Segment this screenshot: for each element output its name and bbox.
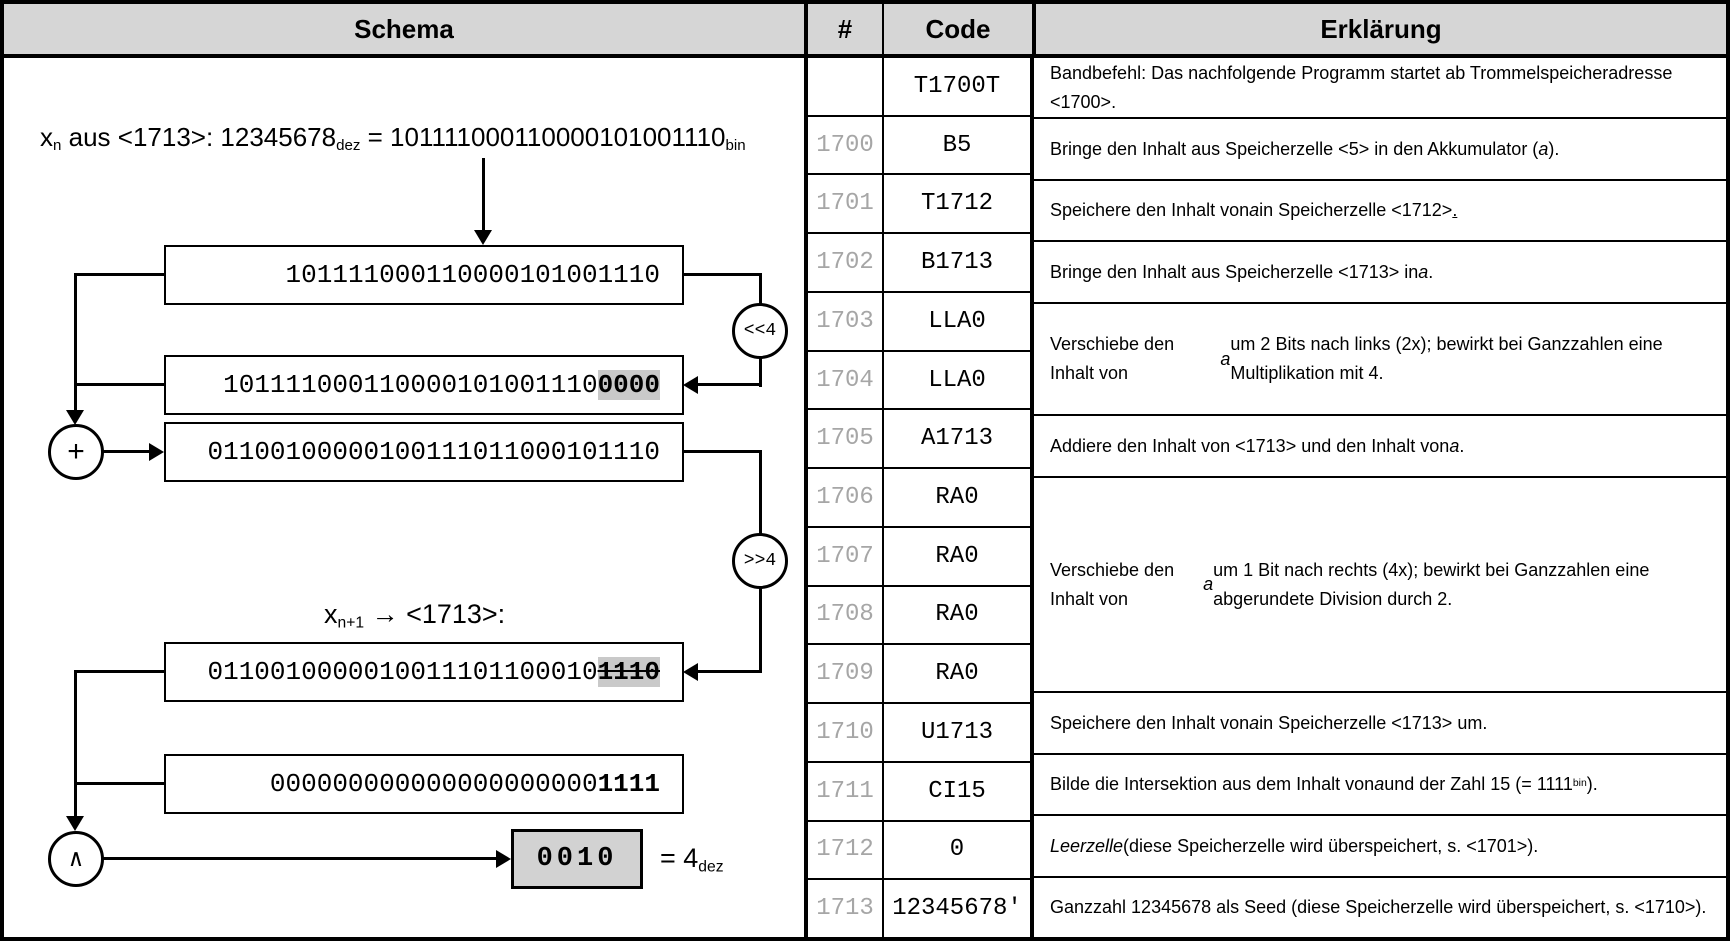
result-equals-label: = 4dez bbox=[660, 843, 724, 876]
explanation-cell: Bandbefehl: Das nachfolgende Programm st… bbox=[1034, 58, 1726, 120]
address-cell: 1708 bbox=[808, 587, 882, 646]
code-cell: B1713 bbox=[884, 234, 1030, 293]
schema-panel: xn aus <1713>: 12345678dez = 10111100011… bbox=[4, 58, 808, 937]
table-header: Schema # Code Erklärung bbox=[4, 4, 1726, 58]
explanation-cell: Addiere den Inhalt von <1713> und den In… bbox=[1034, 416, 1726, 478]
register-box-5: 000000000000000000000 1111 bbox=[164, 754, 684, 814]
code-cell: 0 bbox=[884, 822, 1030, 881]
register-box-3: 01100100000100111011000101110 bbox=[164, 422, 684, 482]
address-cell: 1710 bbox=[808, 704, 882, 763]
header-address: # bbox=[837, 13, 853, 44]
explanation-cell: Speichere den Inhalt von a in Speicherze… bbox=[1034, 693, 1726, 755]
next-seed-label: xn+1 → <1713>: bbox=[324, 599, 506, 632]
address-cell: 1712 bbox=[808, 822, 882, 881]
header-code: Code bbox=[882, 4, 1032, 54]
register-box-2: 101111000110000101001110 0000 bbox=[164, 355, 684, 415]
shift-right-circle: >>4 bbox=[732, 533, 788, 589]
header-schema: Schema bbox=[4, 4, 808, 54]
code-cell: RA0 bbox=[884, 469, 1030, 528]
code-cell: RA0 bbox=[884, 587, 1030, 646]
code-cell: LLA0 bbox=[884, 293, 1030, 352]
explanation-cell: Leerzelle (diese Speicherzelle wird über… bbox=[1034, 816, 1726, 878]
explanation-cell-merged: Verschiebe den Inhalt von a um 1 Bit nac… bbox=[1034, 478, 1726, 694]
explanation-cell: Speichere den Inhalt von a in Speicherze… bbox=[1034, 181, 1726, 243]
code-cell: T1700T bbox=[884, 58, 1030, 117]
address-cell: 1713 bbox=[816, 895, 874, 923]
code-column: T1700T B5 T1712 B1713 LLA0 LLA0 A1713 RA… bbox=[882, 58, 1030, 937]
address-cell: 1701 bbox=[808, 175, 882, 235]
explanation-cell: Bilde die Intersektion aus dem Inhalt vo… bbox=[1034, 755, 1726, 817]
address-cell bbox=[808, 58, 882, 117]
address-cell: 1707 bbox=[808, 528, 882, 587]
header-erklaerung: Erklärung bbox=[1032, 4, 1726, 54]
address-cell: 1709 bbox=[808, 645, 882, 705]
code-cell: B5 bbox=[884, 117, 1030, 176]
address-column: 1700 1701 1702 1703 1704 1705 1706 1707 … bbox=[808, 58, 882, 937]
register-box-4: 0110010000010011101100010 1110 bbox=[164, 642, 684, 702]
explanation-cell: Bringe den Inhalt aus Speicherzelle <5> … bbox=[1034, 119, 1726, 181]
address-cell: 1703 bbox=[808, 293, 882, 352]
register-box-1: 101111000110000101001110 bbox=[164, 245, 684, 305]
explanation-cell-merged: Verschiebe den Inhalt von a um 2 Bits na… bbox=[1034, 304, 1726, 417]
code-cell: CI15 bbox=[884, 763, 1030, 822]
address-cell: 1702 bbox=[808, 234, 882, 293]
explanation-cell: Bringe den Inhalt aus Speicherzelle <171… bbox=[1034, 242, 1726, 304]
address-cell: 1704 bbox=[808, 352, 882, 411]
code-cell: RA0 bbox=[884, 645, 1030, 705]
code-cell: LLA0 bbox=[884, 352, 1030, 411]
seed-formula-label: xn aus <1713>: 12345678dez = 10111100011… bbox=[40, 122, 746, 155]
and-circle: ∧ bbox=[48, 831, 104, 887]
explanation-cell: Ganzzahl 12345678 als Seed (diese Speich… bbox=[1050, 896, 1707, 917]
code-cell: RA0 bbox=[884, 528, 1030, 587]
code-cell: A1713 bbox=[884, 410, 1030, 470]
code-table: 1700 1701 1702 1703 1704 1705 1706 1707 … bbox=[808, 58, 1726, 937]
address-cell: 1705 bbox=[808, 410, 882, 470]
address-cell: 1711 bbox=[808, 763, 882, 822]
code-cell: 12345678' bbox=[892, 895, 1022, 923]
result-box: 0010 bbox=[511, 829, 643, 889]
code-cell: T1712 bbox=[884, 175, 1030, 235]
code-cell: U1713 bbox=[884, 704, 1030, 763]
shift-left-circle: <<4 bbox=[732, 303, 788, 359]
address-cell: 1706 bbox=[808, 469, 882, 528]
explanation-column: Bandbefehl: Das nachfolgende Programm st… bbox=[1030, 58, 1726, 937]
add-circle: + bbox=[48, 424, 104, 480]
address-cell: 1700 bbox=[808, 117, 882, 176]
